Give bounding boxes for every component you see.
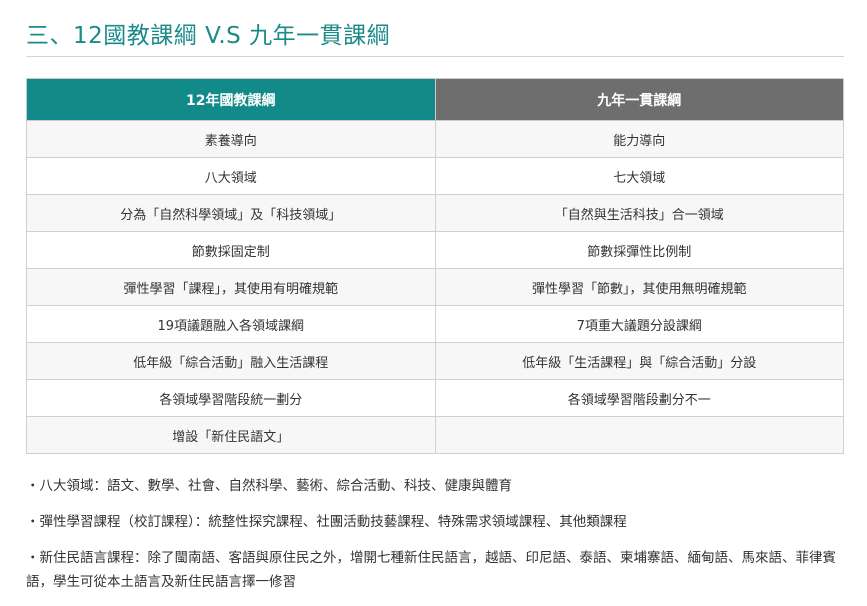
note-flexible-courses: ・彈性學習課程（校訂課程）：統整性探究課程、社團活動技藝課程、特殊需求領域課程、… [26,514,627,530]
notes: ・八大領域：語文、數學、社會、自然科學、藝術、綜合活動、科技、健康與體育 ・彈性… [26,474,846,606]
cell-12-year: 節數採固定制 [26,231,436,269]
cell-12-year: 八大領域 [26,157,436,195]
table-row: 素養導向 能力導向 [26,120,844,158]
cell-9-year: 各領域學習階段劃分不一 [434,379,844,417]
note-new-immigrant-languages: ・新住民語言課程：除了閩南語、客語與原住民之外，增開七種新住民語言，越語、印尼語… [26,550,836,590]
cell-12-year: 低年級「綜合活動」融入生活課程 [26,342,436,380]
cell-12-year: 19項議題融入各領域課綱 [26,305,436,343]
comparison-table: 12年國教課綱 九年一貫課綱 素養導向 能力導向 八大領域 七大領域 分為「自然科學領域… [26,78,844,454]
table-row: 增設「新住民語文」 [26,416,844,454]
table-row: 八大領域 七大領域 [26,157,844,195]
cell-12-year: 彈性學習「課程」，其使用有明確規範 [26,268,436,306]
header-12-year: 12年國教課綱 [26,78,436,121]
cell-12-year: 各領域學習階段統一劃分 [26,379,436,417]
cell-12-year: 增設「新住民語文」 [26,416,436,454]
cell-9-year: 彈性學習「節數」，其使用無明確規範 [434,268,844,306]
title-divider [26,56,844,57]
table-row: 19項議題融入各領域課綱 7項重大議題分設課綱 [26,305,844,343]
table-row: 各領域學習階段統一劃分 各領域學習階段劃分不一 [26,379,844,417]
table-row: 低年級「綜合活動」融入生活課程 低年級「生活課程」與「綜合活動」分設 [26,342,844,380]
cell-9-year: 七大領域 [434,157,844,195]
table-row: 節數採固定制 節數採彈性比例制 [26,231,844,269]
cell-9-year: 能力導向 [434,120,844,158]
cell-9-year [434,416,844,454]
cell-9-year: 節數採彈性比例制 [434,231,844,269]
header-9-year: 九年一貫課綱 [434,78,844,121]
table-row: 彈性學習「課程」，其使用有明確規範 彈性學習「節數」，其使用無明確規範 [26,268,844,306]
cell-9-year: 低年級「生活課程」與「綜合活動」分設 [434,342,844,380]
table-row: 分為「自然科學領域」及「科技領域」 「自然與生活科技」合一領域 [26,194,844,232]
cell-9-year: 「自然與生活科技」合一領域 [434,194,844,232]
page-title: 三、12國教課綱 V.S 九年一貫課綱 [26,23,391,49]
cell-12-year: 分為「自然科學領域」及「科技領域」 [26,194,436,232]
cell-12-year: 素養導向 [26,120,436,158]
note-eight-domains: ・八大領域：語文、數學、社會、自然科學、藝術、綜合活動、科技、健康與體育 [26,478,512,494]
cell-9-year: 7項重大議題分設課綱 [434,305,844,343]
